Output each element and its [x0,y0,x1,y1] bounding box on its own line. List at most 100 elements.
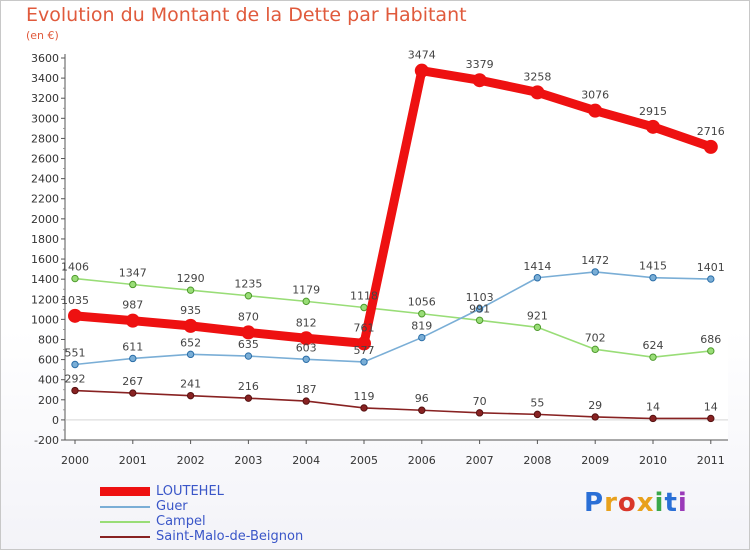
data-point [129,389,137,397]
legend: LOUTEHEL Guer Campel Saint-Malo-de-Beignon [100,484,303,544]
data-point [649,273,657,282]
data-point [707,414,715,423]
data-label: 577 [354,344,375,357]
x-tick-label: 2007 [466,454,494,467]
legend-swatch [100,487,150,496]
y-tick-label: 2200 [31,193,59,206]
data-label: 3379 [466,58,494,71]
data-point [530,85,545,100]
data-point [591,345,599,354]
data-label: 1035 [61,294,89,307]
y-tick-label: 1400 [31,273,59,286]
data-point [649,414,657,423]
data-label: 55 [530,396,544,409]
data-point [360,404,368,412]
y-tick-label: 400 [38,374,59,387]
logo-letter: P [584,488,605,518]
data-label: 1290 [177,272,205,285]
data-label: 96 [415,392,429,405]
chart-title: Evolution du Montant de la Dette par Hab… [26,4,467,26]
legend-label: LOUTEHEL [156,484,224,499]
data-point [360,358,368,366]
legend-item: Campel [100,514,303,529]
y-tick-label: 2000 [31,213,59,226]
data-point [183,318,198,333]
data-label: 921 [527,309,548,322]
data-label: 119 [354,390,375,403]
data-point [186,286,195,294]
x-tick-label: 2000 [61,454,89,467]
proxiti-logo: Proxiti [584,488,688,518]
data-point [244,292,253,300]
series-line-guer [74,271,712,366]
data-label: 635 [238,338,259,351]
data-point [302,397,310,405]
legend-item: Guer [100,499,303,514]
data-label: 761 [354,321,375,334]
data-point [533,274,542,282]
data-label: 1401 [697,261,725,274]
data-point [646,119,660,134]
data-label: 267 [122,375,143,388]
data-label: 14 [646,400,660,413]
x-tick-label: 2008 [523,454,551,467]
y-tick-label: 800 [38,333,59,346]
data-point [707,275,715,283]
y-tick-label: 3000 [31,112,59,125]
x-tick-label: 2004 [292,454,320,467]
logo-letter: o [617,488,637,518]
data-point [186,350,195,359]
data-label: 70 [473,395,487,408]
data-label: 3258 [523,70,551,83]
y-tick-label: 1200 [31,293,59,306]
y-tick-label: 2600 [31,153,59,166]
y-tick-label: 0 [52,414,59,427]
legend-swatch [100,520,150,523]
data-label: 1347 [119,266,147,279]
data-label: 935 [180,304,201,317]
data-point [125,313,140,328]
x-tick-label: 2003 [234,454,262,467]
data-point [475,316,484,324]
logo-letter: i [654,488,665,518]
y-tick-label: 2400 [31,173,59,186]
data-label: 1179 [292,283,320,296]
logo-letter: i [677,488,688,518]
y-tick-label: 1800 [31,233,59,246]
data-label: 819 [411,320,432,333]
y-tick-label: 200 [38,394,59,407]
data-point [129,280,137,289]
y-tick-label: 3200 [31,92,59,105]
data-point [591,413,599,421]
data-label: 702 [585,331,606,344]
data-label: 1235 [234,278,262,291]
data-point [475,305,484,313]
data-point [357,336,371,351]
data-point [475,409,484,417]
data-point [71,360,79,369]
data-point [302,355,310,363]
data-point [418,333,426,342]
data-label: 870 [238,310,259,323]
data-label: 1472 [581,254,609,267]
series-line-saint-malo-de-beignon [74,389,712,420]
data-label: 611 [122,340,143,353]
y-tick-label: 2800 [31,132,59,145]
data-label: 3076 [581,89,609,102]
y-tick-label: 1000 [31,313,59,326]
legend-label: Campel [156,514,206,529]
data-label: 29 [588,399,602,412]
data-label: 187 [296,383,317,396]
data-point [418,310,426,318]
data-point [186,391,195,400]
data-label: 812 [296,316,317,329]
data-label: 652 [180,336,201,349]
data-label: 624 [643,339,664,352]
logo-letter: x [636,488,655,518]
data-point [533,410,542,419]
x-tick-label: 2011 [697,454,725,467]
chart-subtitle: (en €) [26,29,59,42]
data-point [588,103,603,118]
legend-swatch [100,505,150,508]
